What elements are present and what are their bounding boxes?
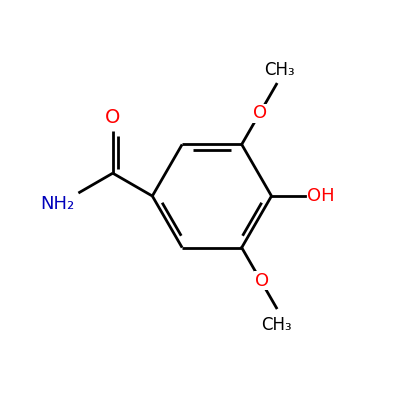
Text: O: O: [105, 108, 120, 127]
Text: O: O: [254, 272, 269, 290]
Text: NH₂: NH₂: [40, 195, 74, 213]
Text: CH₃: CH₃: [264, 62, 295, 80]
Text: O: O: [252, 104, 267, 122]
Text: CH₃: CH₃: [261, 316, 292, 334]
Text: OH: OH: [307, 187, 335, 205]
